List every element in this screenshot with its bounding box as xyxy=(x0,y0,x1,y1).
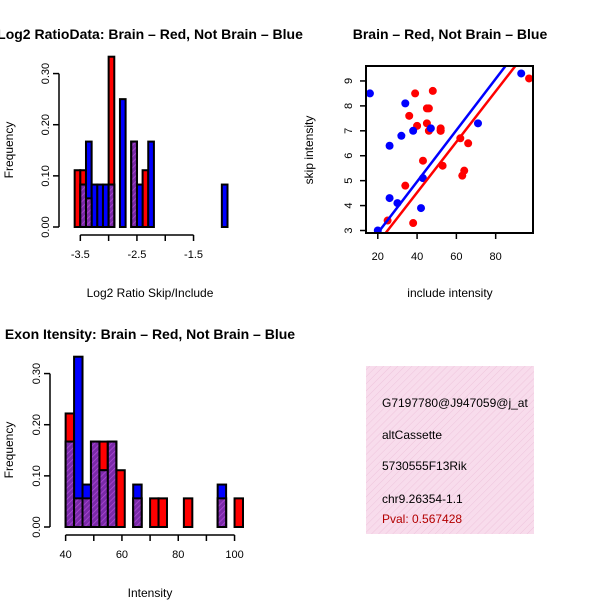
pval-text: Pval: 0.567428 xyxy=(382,512,463,526)
scatter-point-brain xyxy=(525,74,533,83)
intensity-overlap-bar xyxy=(64,440,76,528)
ratio-y-tick-label: 0.20 xyxy=(40,114,52,135)
intensity-overlap-bar xyxy=(89,440,101,528)
scatter-point-brain xyxy=(428,86,437,95)
ratio-not-brain-bar xyxy=(220,183,229,228)
intensity-y-tick-label: 0.20 xyxy=(31,414,43,435)
scatter-point-brain xyxy=(409,219,418,228)
scatter-point-brain xyxy=(422,104,431,113)
intensity-overlap-bars xyxy=(64,440,228,528)
intensity-x-tick-label: 60 xyxy=(116,549,128,561)
intensity-x-tick-label: 100 xyxy=(225,549,243,561)
intensity-overlap-bar xyxy=(216,497,228,528)
fit-line-brain xyxy=(384,66,517,233)
scatter-frame xyxy=(365,65,534,234)
intensity-histogram-panel: Exon Itensity: Brain – Red, Not Brain – … xyxy=(2,326,295,600)
ratio-not-brain-bar xyxy=(147,140,155,228)
intensity-y-tick-label: 0.00 xyxy=(31,516,43,537)
scatter-y-tick-label: 7 xyxy=(343,128,355,134)
scatter-title: Brain – Red, Not Brain – Blue xyxy=(353,26,548,42)
scatter-point-not-brain xyxy=(401,99,410,108)
scatter-x-tick-label: 80 xyxy=(490,251,502,263)
intensity-histogram-axes: 40 60 80 100 0.00 0.10 0.20 0.30 xyxy=(31,363,244,561)
intensity-overlap-bar xyxy=(106,440,118,528)
scatter-x-tick-label: 40 xyxy=(411,251,423,263)
intensity-brain-bar xyxy=(115,469,126,528)
ratio-histogram-axes: -3.5 -2.5 -1.5 0.00 0.10 0.20 0.30 xyxy=(40,63,203,261)
ratio-not-brain-bars xyxy=(79,98,229,228)
intensity-brain-bar xyxy=(157,497,168,528)
fit-line-not-brain xyxy=(376,66,507,233)
scatter-xlabel: include intensity xyxy=(407,286,492,300)
intensity-brain-bar xyxy=(149,497,160,528)
intensity-overlap-bar xyxy=(132,497,143,528)
ratio-histogram-title: Log2 RatioData: Brain – Red, Not Brain –… xyxy=(0,26,303,42)
ratio-overlap-bar xyxy=(130,140,138,228)
scatter-point-not-brain xyxy=(426,124,435,133)
scatter-x-tick-label: 60 xyxy=(450,251,462,263)
scatter-y-tick-label: 9 xyxy=(343,78,355,84)
intensity-x-tick-label: 80 xyxy=(172,549,184,561)
ratio-y-tick-label: 0.10 xyxy=(40,165,52,186)
event-type: altCassette xyxy=(382,428,443,442)
scatter-y-tick-label: 6 xyxy=(343,153,355,159)
scatter-point-not-brain xyxy=(517,69,526,78)
intensity-y-tick-label: 0.10 xyxy=(31,465,43,486)
scatter-point-brain xyxy=(411,89,420,98)
scatter-point-not-brain xyxy=(473,119,482,128)
scatter-panel: Brain – Red, Not Brain – Blue skip inten… xyxy=(302,26,547,300)
scatter-point-not-brain xyxy=(397,131,406,140)
scatter-points xyxy=(366,69,533,233)
ratio-not-brain-bar xyxy=(118,98,127,228)
intensity-brain-bar xyxy=(182,497,194,528)
ratio-histogram-xlabel: Log2 Ratio Skip/Include xyxy=(87,286,214,300)
intensity-overlap-bar xyxy=(98,469,109,528)
intensity-y-tick-label: 0.30 xyxy=(31,363,43,384)
intensity-histogram-title: Exon Itensity: Brain – Red, Not Brain – … xyxy=(5,326,295,342)
probeset-id: G7197780@J947059@j_at xyxy=(382,396,528,410)
intensity-overlap-bar xyxy=(81,497,92,528)
ratio-histogram-panel: Log2 RatioData: Brain – Red, Not Brain –… xyxy=(0,26,303,300)
genomic-location: chr9.26354-1.1 xyxy=(382,492,463,506)
scatter-point-brain xyxy=(418,156,427,165)
ratio-overlap-bars xyxy=(79,140,138,228)
intensity-histogram-xlabel: Intensity xyxy=(128,586,173,600)
scatter-point-not-brain xyxy=(385,141,394,150)
intensity-histogram-ylabel: Frequency xyxy=(2,422,16,479)
scatter-y-tick-label: 3 xyxy=(343,227,355,233)
ratio-x-tick-label: -3.5 xyxy=(71,249,90,261)
ratio-x-tick-label: -2.5 xyxy=(127,249,146,261)
scatter-y-tick-label: 8 xyxy=(343,103,355,109)
scatter-point-brain xyxy=(436,126,445,135)
info-panel-background xyxy=(366,366,534,534)
ratio-overlap-bar xyxy=(84,197,93,228)
intensity-brain-bar xyxy=(233,497,245,528)
scatter-point-brain xyxy=(401,181,410,190)
ratio-y-tick-label: 0.00 xyxy=(40,216,52,237)
ratio-x-tick-label: -1.5 xyxy=(184,249,203,261)
intensity-overlap-bar xyxy=(73,497,84,528)
scatter-point-brain xyxy=(405,111,414,120)
gene-name: 5730555F13Rik xyxy=(382,459,467,473)
scatter-y-tick-label: 5 xyxy=(343,178,355,184)
scatter-point-not-brain xyxy=(366,89,374,98)
ratio-histogram-ylabel: Frequency xyxy=(2,122,16,179)
scatter-point-brain xyxy=(460,166,469,175)
info-panel: G7197780@J947059@j_at altCassette 573055… xyxy=(366,366,534,534)
scatter-point-not-brain xyxy=(385,194,394,203)
ratio-y-tick-label: 0.30 xyxy=(40,63,52,84)
scatter-x-tick-label: 20 xyxy=(372,251,384,263)
scatter-point-brain xyxy=(464,139,473,148)
ratio-overlap-bar xyxy=(107,183,116,228)
scatter-fit-lines xyxy=(376,66,517,233)
scatter-axes: 20 40 60 80 3 4 5 6 7 8 9 xyxy=(343,65,534,263)
scatter-y-tick-label: 4 xyxy=(343,203,355,209)
scatter-point-not-brain xyxy=(409,126,418,135)
intensity-x-tick-label: 40 xyxy=(60,549,72,561)
scatter-ylabel: skip intensity xyxy=(302,116,316,185)
scatter-point-not-brain xyxy=(417,204,426,213)
